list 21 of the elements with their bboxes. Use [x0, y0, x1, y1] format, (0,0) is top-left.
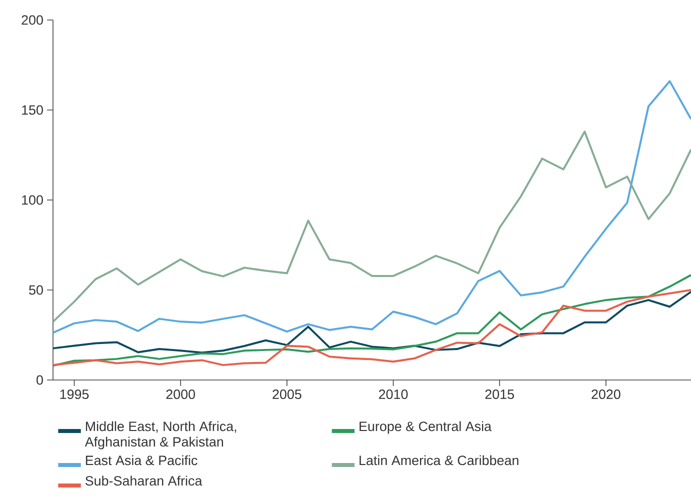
x-tick-label: 2020	[592, 390, 620, 400]
x-tick-label: 2015	[485, 390, 514, 400]
x-tick-label: 2005	[272, 390, 302, 400]
legend-label: Europe & Central Asia	[360, 421, 492, 434]
line-series	[53, 289, 691, 366]
y-tick-label: 100	[22, 195, 43, 205]
legend-label: Sub-Saharan Africa	[85, 476, 202, 486]
x-tick-label: 1995	[60, 390, 89, 400]
y-tick-label: 50	[29, 285, 43, 295]
legend-label: East Asia & Pacific	[86, 455, 198, 466]
y-tick-label: 150	[22, 105, 43, 115]
line-series	[53, 80, 691, 334]
line-series	[53, 290, 691, 354]
x-tick-label: 2010	[378, 390, 408, 400]
line-series	[53, 274, 691, 367]
legend-label: Latin America & Caribbean	[360, 455, 518, 466]
y-tick-label: 200	[22, 15, 43, 25]
legend-label: Middle East, North Africa, Afghanistan & Pakistan	[84, 421, 236, 450]
x-tick-label: 2000	[166, 390, 196, 400]
y-tick-label: 0	[36, 375, 43, 385]
line-series	[53, 130, 691, 323]
